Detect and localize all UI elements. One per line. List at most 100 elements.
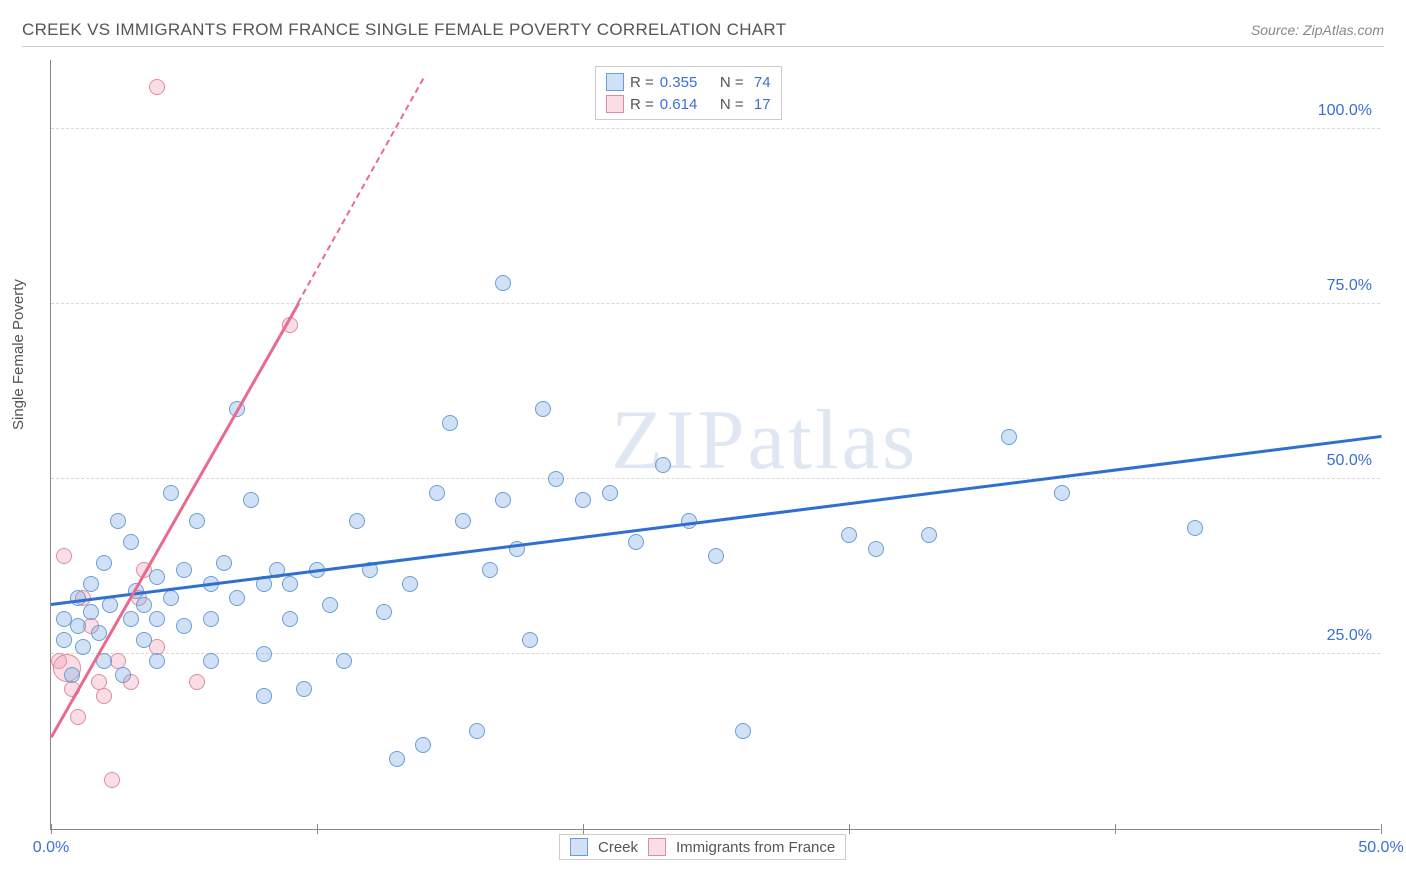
data-point xyxy=(176,618,192,634)
data-point xyxy=(868,541,884,557)
data-point xyxy=(64,667,80,683)
x-tick-label: 50.0% xyxy=(1358,839,1403,857)
data-point xyxy=(176,562,192,578)
data-point xyxy=(322,597,338,613)
data-point xyxy=(216,555,232,571)
legend-n-value: 74 xyxy=(750,74,771,91)
data-point xyxy=(495,492,511,508)
data-point xyxy=(336,653,352,669)
y-tick-label: 75.0% xyxy=(1327,277,1372,295)
data-point xyxy=(149,653,165,669)
data-point xyxy=(189,674,205,690)
data-point xyxy=(70,618,86,634)
data-point xyxy=(708,548,724,564)
data-point xyxy=(429,485,445,501)
data-point xyxy=(102,597,118,613)
correlation-legend: R = 0.355 N = 74 R = 0.614 N = 17 xyxy=(595,66,782,120)
data-point xyxy=(389,751,405,767)
legend-row: R = 0.614 N = 17 xyxy=(606,93,771,115)
data-point xyxy=(136,597,152,613)
data-point xyxy=(56,632,72,648)
chart-title: CREEK VS IMMIGRANTS FROM FRANCE SINGLE F… xyxy=(22,20,786,40)
data-point xyxy=(123,534,139,550)
data-point xyxy=(83,604,99,620)
data-point xyxy=(841,527,857,543)
legend-row: R = 0.355 N = 74 xyxy=(606,71,771,93)
data-point xyxy=(96,688,112,704)
legend-r-value: 0.355 xyxy=(660,74,710,91)
data-point xyxy=(1054,485,1070,501)
data-point xyxy=(1001,429,1017,445)
x-tick xyxy=(583,824,584,834)
data-point xyxy=(282,611,298,627)
x-tick xyxy=(51,824,52,834)
legend-swatch xyxy=(606,95,624,113)
trend-line-dashed xyxy=(298,79,425,304)
data-point xyxy=(115,667,131,683)
data-point xyxy=(75,639,91,655)
legend-swatch xyxy=(648,838,666,856)
legend-r-label: R = xyxy=(630,74,654,91)
data-point xyxy=(349,513,365,529)
data-point xyxy=(1187,520,1203,536)
data-point xyxy=(735,723,751,739)
x-tick xyxy=(317,824,318,834)
data-point xyxy=(455,513,471,529)
legend-r-label: R = xyxy=(630,96,654,113)
data-point xyxy=(628,534,644,550)
data-point xyxy=(495,275,511,291)
data-point xyxy=(469,723,485,739)
y-tick-label: 25.0% xyxy=(1327,627,1372,645)
plot-region: ZIPatlas 25.0%50.0%75.0%100.0%0.0%50.0%R… xyxy=(50,60,1380,830)
legend-n-label: N = xyxy=(716,74,744,91)
data-point xyxy=(163,590,179,606)
trend-line xyxy=(51,435,1381,605)
data-point xyxy=(376,604,392,620)
data-point xyxy=(522,632,538,648)
data-point xyxy=(243,492,259,508)
data-point xyxy=(282,576,298,592)
x-tick xyxy=(849,824,850,834)
legend-n-value: 17 xyxy=(750,96,771,113)
data-point xyxy=(70,709,86,725)
y-tick-label: 50.0% xyxy=(1327,452,1372,470)
series-legend: Creek Immigrants from France xyxy=(559,834,846,860)
data-point xyxy=(123,611,139,627)
data-point xyxy=(482,562,498,578)
data-point xyxy=(203,653,219,669)
data-point xyxy=(229,590,245,606)
data-point xyxy=(548,471,564,487)
data-point xyxy=(136,632,152,648)
data-point xyxy=(203,611,219,627)
x-tick-label: 0.0% xyxy=(33,839,69,857)
data-point xyxy=(602,485,618,501)
data-point xyxy=(655,457,671,473)
data-point xyxy=(189,513,205,529)
legend-swatch xyxy=(570,838,588,856)
legend-swatch xyxy=(606,73,624,91)
legend-r-value: 0.614 xyxy=(660,96,710,113)
source-label: Source: ZipAtlas.com xyxy=(1251,22,1384,38)
data-point xyxy=(83,576,99,592)
gridline xyxy=(51,128,1380,129)
data-point xyxy=(56,548,72,564)
data-point xyxy=(256,646,272,662)
legend-series-label: Immigrants from France xyxy=(676,839,835,856)
data-point xyxy=(163,485,179,501)
data-point xyxy=(104,772,120,788)
legend-n-label: N = xyxy=(716,96,744,113)
gridline xyxy=(51,303,1380,304)
gridline xyxy=(51,478,1380,479)
data-point xyxy=(402,576,418,592)
data-point xyxy=(149,569,165,585)
data-point xyxy=(149,611,165,627)
data-point xyxy=(575,492,591,508)
data-point xyxy=(149,79,165,95)
data-point xyxy=(442,415,458,431)
gridline xyxy=(51,653,1380,654)
trend-line xyxy=(50,302,300,737)
x-tick xyxy=(1381,824,1382,834)
watermark: ZIPatlas xyxy=(611,391,918,489)
data-point xyxy=(415,737,431,753)
legend-series-label: Creek xyxy=(598,839,638,856)
